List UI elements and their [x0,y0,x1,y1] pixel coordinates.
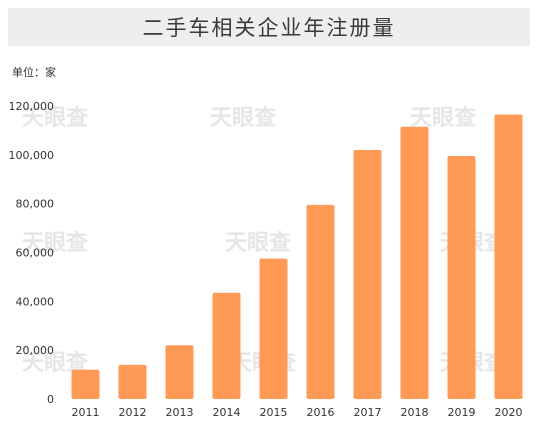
bar-2017 [353,149,382,399]
watermark: 天眼查 [22,106,88,131]
x-tick-label: 2018 [401,406,429,419]
bar-2014 [212,292,241,399]
bar-2019 [447,156,476,399]
bar-2018 [400,126,429,400]
y-tick-label: 0 [47,393,54,406]
bar-2012 [118,364,147,399]
x-tick-label: 2011 [72,406,100,419]
title-band: 二手车相关企业年注册量 [8,8,530,46]
chart-title: 二手车相关企业年注册量 [142,16,396,40]
bar-2013 [165,345,194,399]
x-tick-label: 2014 [213,406,241,419]
watermark: 天眼查 [225,231,291,256]
watermark: 天眼查 [210,106,276,131]
y-tick-label: 20,000 [16,344,55,357]
y-tick-label: 120,000 [9,100,55,113]
x-tick-label: 2019 [448,406,476,419]
x-tick-label: 2016 [307,406,335,419]
x-tick-label: 2013 [166,406,194,419]
x-tick-label: 2020 [495,406,523,419]
watermark: 天眼查 [22,231,88,256]
bars [71,114,523,400]
y-axis: 0 20,000 40,000 60,000 80,000 100,000 120,000 [9,100,55,406]
unit-label: 单位：家 [12,66,56,79]
x-tick-label: 2017 [354,406,382,419]
x-tick-label: 2012 [119,406,147,419]
x-axis: 2011 2012 2013 2014 2015 2016 2017 2018 2019 2020 [72,406,523,419]
bar-2011 [71,369,100,399]
y-tick-label: 40,000 [16,295,55,308]
y-tick-label: 100,000 [9,149,55,162]
bar-2016 [306,204,335,399]
y-tick-label: 60,000 [16,247,55,260]
y-tick-label: 80,000 [16,198,55,211]
bar-2015 [259,258,288,399]
x-tick-label: 2015 [260,406,288,419]
bar-2020 [494,114,523,399]
